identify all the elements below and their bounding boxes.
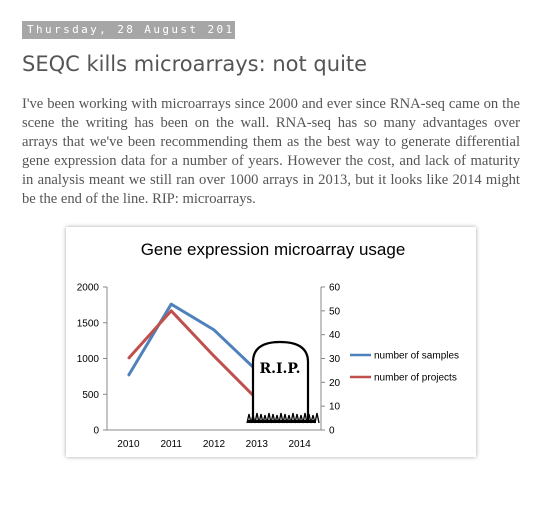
rip-annotation: R.I.P. [259,361,300,377]
chart-svg: Gene expression microarray usage05001000… [77,240,459,450]
post-title[interactable]: SEQC kills microarrays: not quite [22,52,368,76]
left-tick-label: 500 [82,390,99,401]
right-tick-label: 60 [329,283,341,294]
left-tick-label: 0 [93,426,99,437]
ground-line [247,420,316,423]
legend-label: number of samples [374,351,459,362]
left-tick-label: 1000 [77,354,100,365]
x-tick-label: 2011 [160,439,182,450]
data-point [127,374,130,377]
post-date: Thursday, 28 August 2014 [27,23,244,36]
chart-title: Gene expression microarray usage [141,240,406,259]
right-tick-label: 50 [329,306,341,317]
post-body: I've been working with microarrays since… [22,96,520,207]
chart-image: Gene expression microarray usage 0 500 1000… [66,227,476,457]
x-tick-label: 2012 [203,439,226,450]
data-point [127,357,130,360]
x-tick-label: 2010 [117,439,140,450]
left-tick-label: 1500 [77,318,100,329]
right-tick-label: 30 [329,354,341,365]
legend-label: number of projects [374,373,457,384]
data-point [213,329,215,331]
right-tick-label: 20 [329,378,341,389]
right-tick-label: 0 [329,426,335,437]
x-tick-label: 2013 [246,439,269,450]
right-tick-label: 10 [329,402,341,413]
post-date-header: Thursday, 28 August 2014 [22,21,244,39]
x-tick-label: 2014 [288,439,311,450]
data-point [170,310,172,312]
data-point [170,303,172,305]
right-tick-label: 40 [329,330,341,341]
tombstone-icon: R.I.P. [246,340,320,424]
data-point [213,355,215,357]
tombstone-outline [251,340,310,423]
left-tick-label: 2000 [77,283,100,294]
